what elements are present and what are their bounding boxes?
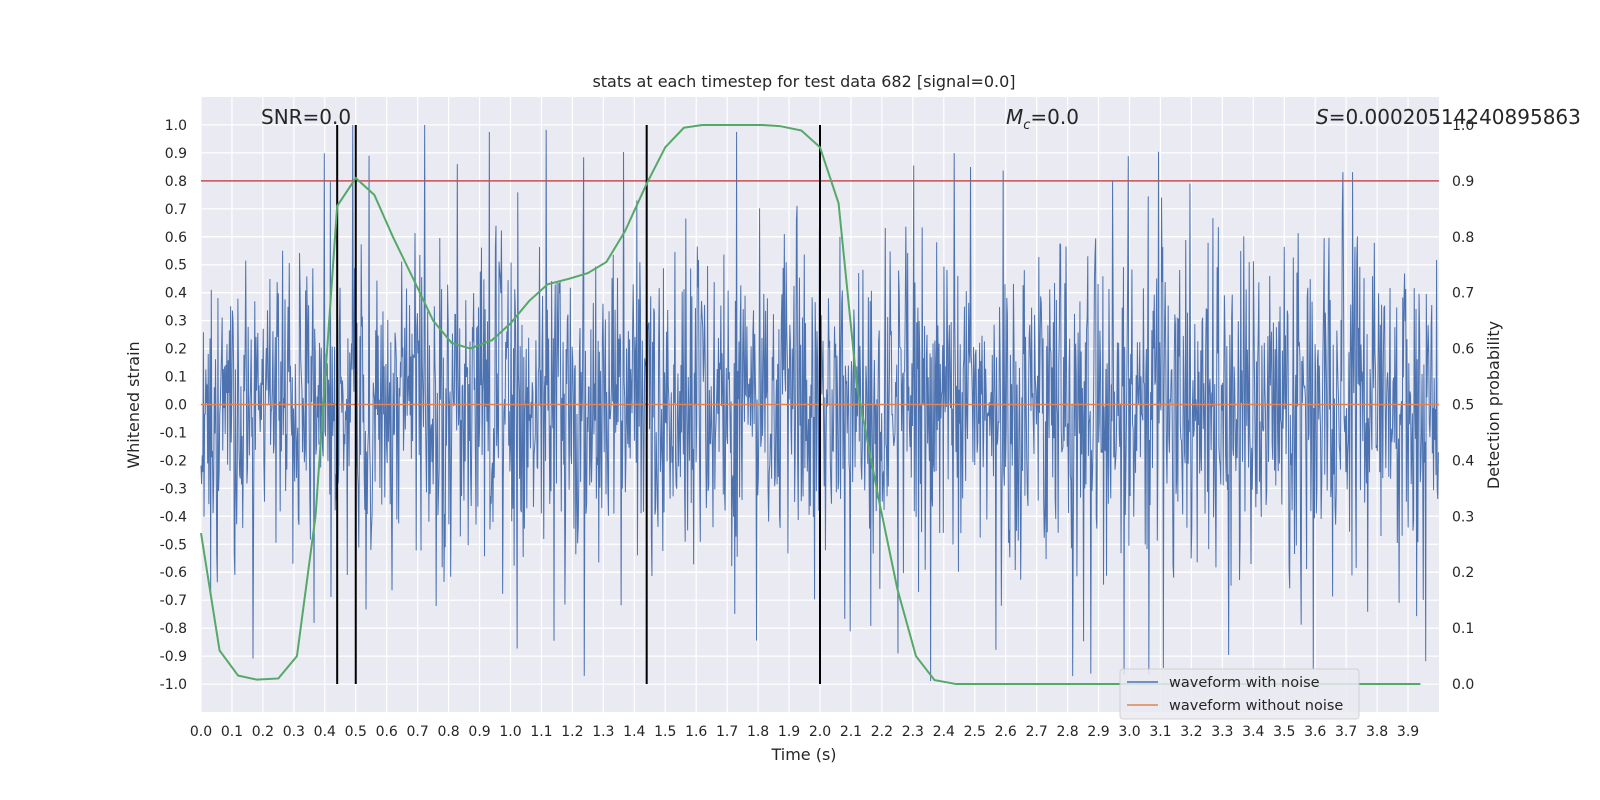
y-tick-label: -0.2 [160,453,187,469]
x-tick-label: 1.1 [530,724,552,740]
x-tick-label: 3.7 [1335,724,1357,740]
y-tick-label: -0.3 [160,481,187,497]
x-tick-label: 3.4 [1242,724,1264,740]
y2-tick-label: 0.7 [1452,286,1474,302]
x-tick-label: 1.2 [561,724,583,740]
y2-tick-label: 0.6 [1452,342,1474,358]
x-tick-label: 1.7 [716,724,738,740]
x-tick-label: 2.3 [902,724,924,740]
x-tick-label: 0.3 [283,724,305,740]
mc-subscript: c [1023,118,1030,133]
x-axis-label: Time (s) [770,745,836,764]
y-tick-label: -0.8 [160,621,187,637]
y-tick-label: -0.1 [160,425,187,441]
y-tick-label: -0.5 [160,537,187,553]
y-tick-label: 0.0 [165,398,187,414]
x-tick-label: 3.9 [1397,724,1419,740]
y-axis-label: Whitened strain [124,341,143,468]
y-tick-label: 1.0 [165,118,187,134]
y2-tick-label: 0.2 [1452,565,1474,581]
mc-value: =0.0 [1030,105,1079,129]
legend-label-clean: waveform without noise [1169,698,1343,714]
y-tick-label: 0.2 [165,342,187,358]
x-tick-label: 1.8 [747,724,769,740]
x-tick-label: 0.4 [314,724,336,740]
y-tick-label: 0.3 [165,314,187,330]
x-tick-label: 2.5 [964,724,986,740]
x-tick-label: 2.2 [871,724,893,740]
y-tick-label: -0.4 [160,509,187,525]
s-annotation: S=0.00020514240895863 [1316,105,1581,129]
y2-tick-label: 0.3 [1452,509,1474,525]
y-tick-label: 0.1 [165,370,187,386]
x-tick-label: 0.8 [437,724,459,740]
y2-tick-label: 0.0 [1452,677,1474,693]
y-tick-label: -0.7 [160,593,187,609]
series-detection-probability [200,123,1421,686]
x-tick-label: 1.4 [623,724,645,740]
x-tick-label: 0.6 [376,724,398,740]
y2-axis-label: Detection probability [1484,321,1503,489]
x-tick-label: 3.0 [1118,724,1140,740]
x-tick-label: 2.4 [933,724,955,740]
y2-tick-label: 0.4 [1452,453,1474,469]
y-tick-label: -1.0 [160,677,187,693]
x-tick-label: 0.0 [190,724,212,740]
x-tick-label: 3.5 [1273,724,1295,740]
x-tick-labels: 0.0 0.1 0.2 0.3 0.4 0.5 0.6 0.7 0.8 0.9 1.0 1.1 1.2 1… [190,724,1419,740]
x-tick-label: 3.6 [1304,724,1326,740]
x-tick-label: 1.5 [654,724,676,740]
s-value: =0.00020514240895863 [1329,105,1581,129]
y2-tick-label: 0.1 [1452,621,1474,637]
x-tick-label: 1.6 [685,724,707,740]
x-tick-label: 3.1 [1149,724,1171,740]
x-tick-label: 0.9 [468,724,490,740]
snr-annotation: SNR=0.0 [261,105,351,129]
x-tick-label: 1.3 [592,724,614,740]
y-tick-label: 0.6 [165,230,187,246]
x-tick-label: 2.1 [840,724,862,740]
x-tick-label: 2.9 [1087,724,1109,740]
x-tick-label: 0.7 [407,724,429,740]
x-tick-label: 2.6 [995,724,1017,740]
y2-tick-label: 1.0 [1452,118,1474,134]
x-tick-label: 3.3 [1211,724,1233,740]
x-tick-label: 1.9 [778,724,800,740]
y-tick-labels: 1.0 0.9 0.8 0.7 0.6 0.5 0.4 0.3 0.2 0.1 0.0 -0.1 -0.… [160,118,187,693]
x-tick-label: 0.1 [221,724,243,740]
y-tick-label: -0.6 [160,565,187,581]
x-tick-label: 2.8 [1056,724,1078,740]
x-tick-label: 2.0 [809,724,831,740]
x-tick-label: 2.7 [1026,724,1048,740]
y2-tick-label: 0.5 [1452,398,1474,414]
y-tick-label: 0.7 [165,202,187,218]
y-tick-label: -0.9 [160,649,187,665]
y2-tick-label: 0.8 [1452,230,1474,246]
y-tick-label: 0.4 [165,286,187,302]
x-tick-label: 3.8 [1366,724,1388,740]
x-tick-label: 0.2 [252,724,274,740]
s-symbol: S [1316,105,1329,129]
probability-line [200,123,1421,686]
mc-annotation: Mc=0.0 [1006,105,1079,133]
y-tick-label: 0.5 [165,258,187,274]
y-tick-label: 0.9 [165,146,187,162]
x-tick-label: 3.2 [1180,724,1202,740]
mc-symbol: M [1006,105,1023,129]
chart-title: stats at each timestep for test data 682… [592,72,1015,91]
y-tick-label: 0.8 [165,174,187,190]
x-tick-label: 0.5 [345,724,367,740]
y2-tick-labels: 1.0 0.9 0.8 0.7 0.6 0.5 0.4 0.3 0.2 0.1 0.0 [1452,118,1474,693]
legend-label-noise: waveform with noise [1169,675,1320,691]
legend: waveform with noise waveform without noi… [1119,668,1360,720]
y2-tick-label: 0.9 [1452,174,1474,190]
x-tick-label: 1.0 [499,724,521,740]
